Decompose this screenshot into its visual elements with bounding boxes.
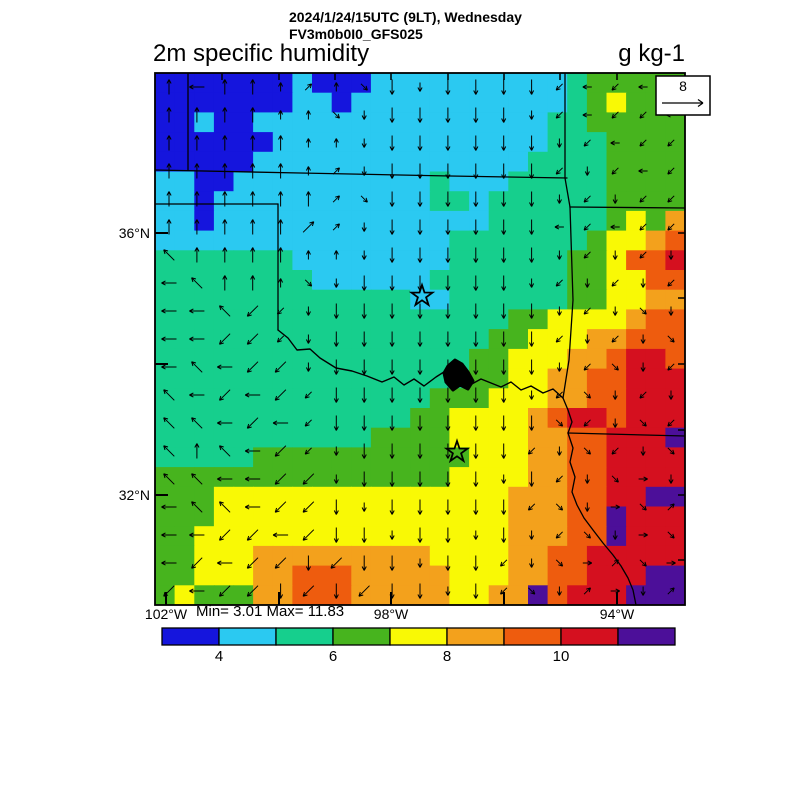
colorbar-tick-8: 8 — [442, 648, 452, 665]
model-title: FV3m0b0I0_GFS025 — [289, 26, 423, 42]
lon-label-102w: 102°W — [144, 606, 188, 622]
lat-label-32n: 32°N — [118, 487, 150, 503]
lon-label-94w: 94°W — [599, 606, 635, 622]
lat-label-36n: 36°N — [118, 225, 150, 241]
reference-vector-value: 8 — [679, 78, 687, 94]
colorbar-tick-10: 10 — [552, 648, 570, 665]
colorbar-tick-6: 6 — [328, 648, 338, 665]
datetime-title: 2024/1/24/15UTC (9LT), Wednesday — [289, 9, 522, 25]
minmax-stats: Min= 3.01 Max= 11.83 — [196, 603, 345, 620]
lon-label-98w: 98°W — [373, 606, 409, 622]
units-label: g kg-1 — [618, 40, 685, 67]
colorbar-tick-4: 4 — [214, 648, 224, 665]
field-title: 2m specific humidity — [153, 40, 370, 67]
